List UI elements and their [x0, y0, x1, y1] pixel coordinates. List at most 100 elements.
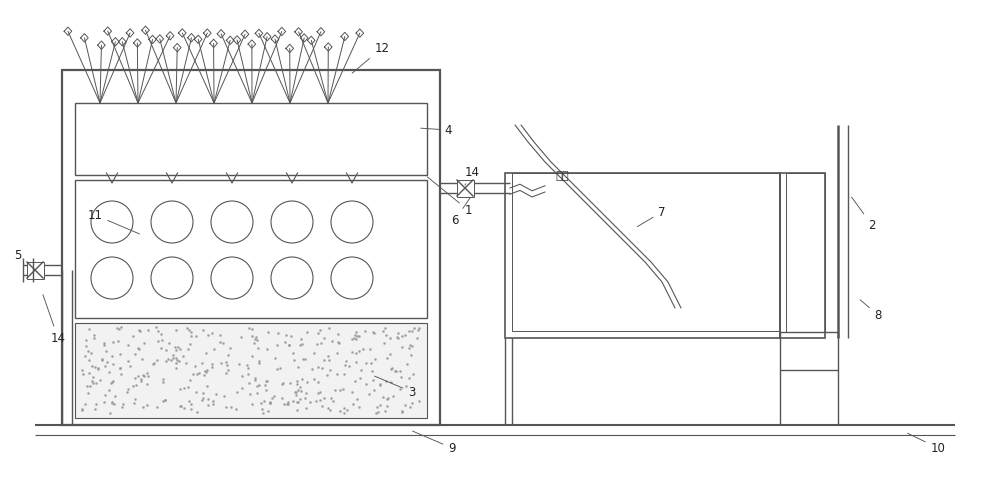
Point [313, 339, 329, 347]
Point [120, 342, 136, 349]
Point [280, 400, 296, 408]
Point [259, 346, 275, 353]
Point [388, 368, 404, 375]
Point [372, 382, 388, 389]
Point [312, 389, 328, 396]
Point [82, 382, 98, 390]
Point [204, 361, 220, 369]
Point [294, 340, 310, 348]
Point [367, 356, 383, 363]
Point [293, 387, 309, 395]
Point [114, 403, 130, 410]
Point [140, 372, 156, 380]
Point [290, 386, 306, 394]
Point [200, 396, 216, 403]
Point [120, 358, 136, 365]
Point [398, 383, 414, 390]
Point [150, 328, 166, 336]
Point [241, 324, 257, 332]
Point [215, 340, 231, 348]
Point [365, 329, 381, 336]
Point [157, 396, 173, 404]
Point [320, 405, 336, 412]
Point [247, 376, 263, 384]
Point [253, 399, 269, 407]
Point [335, 385, 351, 393]
Point [262, 398, 278, 406]
Point [258, 386, 274, 394]
Text: 12: 12 [352, 42, 390, 74]
Point [223, 403, 239, 411]
Bar [505, 174, 780, 338]
Point [275, 380, 291, 387]
Point [90, 364, 106, 372]
Point [104, 399, 120, 407]
Point [378, 377, 394, 385]
Point [206, 346, 222, 353]
Point [84, 378, 100, 385]
Point [332, 386, 348, 394]
Point [255, 409, 271, 417]
Point [161, 340, 177, 348]
Point [280, 398, 296, 406]
Point [104, 352, 120, 360]
Point [229, 389, 245, 396]
Point [86, 332, 102, 339]
Text: 水流: 水流 [555, 171, 569, 180]
Point [277, 338, 293, 346]
Point [392, 368, 408, 375]
Point [244, 333, 260, 340]
Point [81, 357, 97, 364]
Point [80, 348, 96, 355]
Point [347, 378, 363, 385]
Point [310, 389, 326, 396]
Point [249, 390, 265, 397]
Point [136, 340, 152, 348]
Point [80, 389, 96, 397]
Point [411, 324, 427, 332]
Point [109, 324, 125, 332]
Point [274, 380, 290, 388]
Point [145, 360, 161, 368]
Point [180, 346, 196, 353]
Text: 2: 2 [852, 198, 876, 232]
Point [97, 362, 113, 370]
Point [172, 345, 188, 353]
Point [249, 382, 265, 390]
Text: 8: 8 [860, 300, 882, 322]
Point [264, 394, 280, 402]
Point [276, 401, 292, 408]
Point [285, 397, 301, 405]
Point [160, 355, 176, 363]
Point [87, 406, 103, 413]
Point [289, 377, 305, 384]
Point [179, 324, 195, 332]
Text: 14: 14 [43, 295, 66, 345]
Text: 11: 11 [88, 209, 139, 234]
Point [126, 399, 142, 407]
Point [127, 395, 143, 403]
Point [308, 397, 324, 405]
Point [205, 397, 221, 405]
Point [256, 397, 272, 405]
Point [171, 357, 187, 365]
Point [302, 399, 318, 407]
Point [403, 351, 419, 359]
Point [169, 357, 185, 364]
Point [213, 360, 229, 367]
Point [402, 342, 418, 349]
Point [112, 365, 128, 372]
Point [347, 331, 363, 339]
Bar [512, 174, 780, 331]
Point [397, 332, 413, 340]
Point [128, 381, 144, 389]
Point [401, 374, 417, 382]
Point [165, 354, 181, 361]
Bar [780, 332, 838, 370]
Point [358, 380, 374, 388]
Bar [27, 262, 44, 279]
Point [139, 401, 155, 408]
Point [96, 341, 112, 349]
Point [74, 406, 90, 413]
Point [397, 401, 413, 409]
